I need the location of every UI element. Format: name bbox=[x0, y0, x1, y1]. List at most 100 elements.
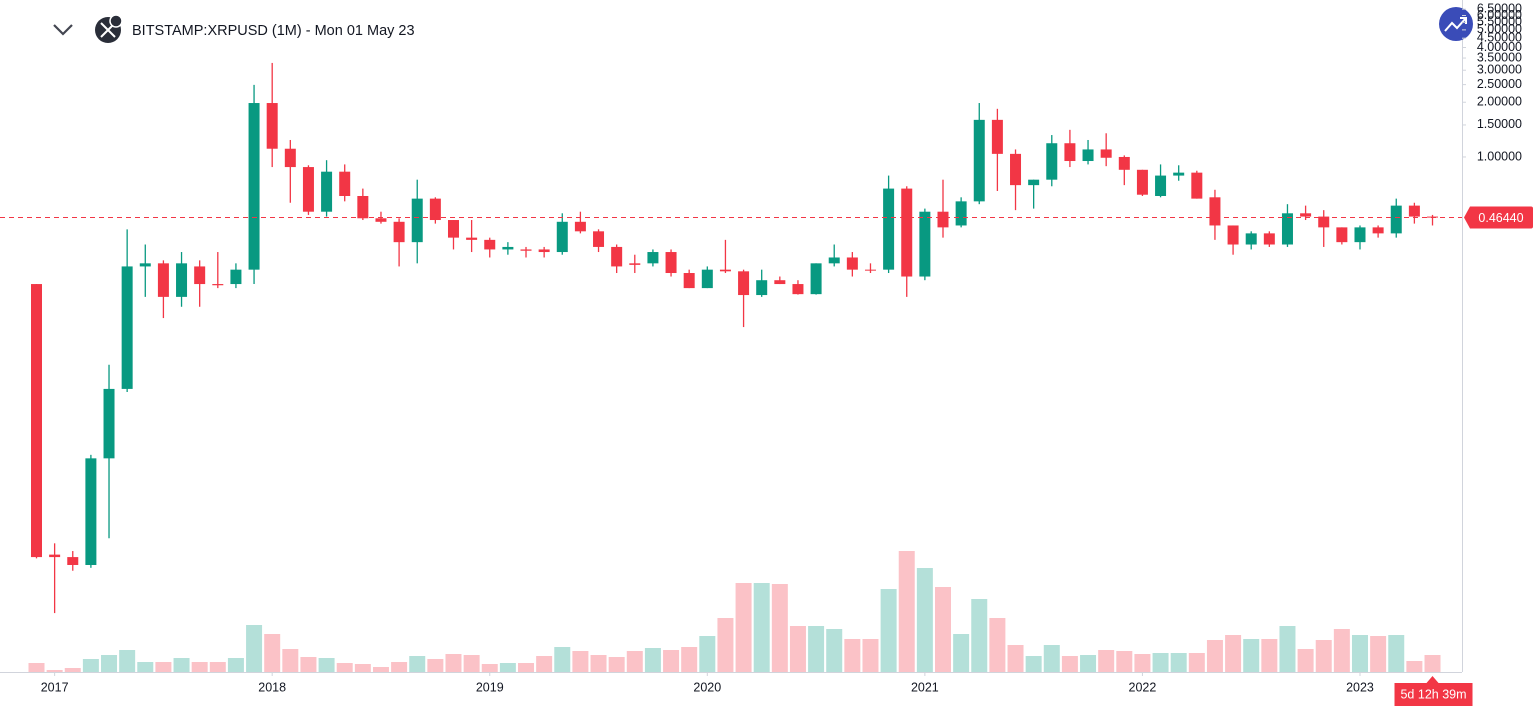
candle-body bbox=[520, 249, 532, 251]
volume-bar bbox=[155, 662, 172, 672]
x-tick-label: 2020 bbox=[693, 680, 721, 694]
volume-bar bbox=[300, 657, 317, 672]
candle-body bbox=[846, 257, 858, 270]
candle-body bbox=[1136, 169, 1148, 195]
candle-body bbox=[1281, 213, 1293, 245]
volume-bar bbox=[1043, 645, 1060, 672]
candle-body bbox=[1155, 175, 1167, 196]
candle-body bbox=[665, 252, 677, 274]
candle-body bbox=[176, 263, 188, 297]
candle-body bbox=[738, 271, 750, 296]
volume-bar bbox=[1351, 635, 1368, 672]
candle-body bbox=[719, 269, 731, 272]
x-tick-label: 2023 bbox=[1346, 680, 1374, 694]
volume-bar bbox=[372, 667, 389, 672]
volume-bar bbox=[427, 659, 444, 672]
candle-body bbox=[502, 246, 514, 250]
volume-bar bbox=[626, 651, 643, 672]
ideas-button[interactable] bbox=[1439, 7, 1473, 41]
candle-body bbox=[357, 195, 369, 219]
candle-body bbox=[574, 221, 586, 232]
candle-body bbox=[701, 269, 713, 289]
countdown-label: 5d 12h 39m bbox=[1400, 687, 1466, 701]
x-tick-label: 2017 bbox=[41, 680, 69, 694]
volume-bar bbox=[64, 668, 81, 672]
volume-bar bbox=[1243, 639, 1260, 672]
candle-body bbox=[1118, 156, 1130, 170]
candle-body bbox=[810, 263, 822, 295]
candle-body bbox=[1191, 172, 1203, 199]
volume-bar bbox=[1370, 636, 1387, 672]
volume-bar bbox=[1261, 639, 1278, 672]
volume-bar bbox=[445, 654, 462, 672]
y-tick-label: 3.50000 bbox=[1477, 50, 1522, 64]
volume-bar bbox=[481, 664, 498, 672]
volume-bar bbox=[1080, 655, 1097, 672]
candle-body bbox=[1010, 153, 1022, 186]
y-tick-label: 5.50000 bbox=[1477, 15, 1522, 29]
candle-body bbox=[466, 237, 478, 240]
candle-body bbox=[31, 284, 42, 558]
volume-bar bbox=[264, 634, 281, 672]
volume-bar bbox=[608, 657, 625, 672]
volume-bar bbox=[1188, 653, 1205, 672]
volume-bar bbox=[554, 647, 571, 672]
candle-body bbox=[1028, 179, 1040, 186]
candle-body bbox=[1173, 172, 1185, 176]
volume-bar bbox=[1406, 661, 1423, 672]
candle-body bbox=[973, 119, 985, 202]
volume-bar bbox=[572, 651, 589, 672]
last-price-tag bbox=[1464, 206, 1533, 229]
candle-body bbox=[393, 221, 405, 243]
y-tick-label: 2.50000 bbox=[1477, 77, 1522, 91]
x-tick-label: 2018 bbox=[258, 680, 286, 694]
candle-body bbox=[611, 246, 623, 267]
countdown-tag bbox=[1394, 676, 1473, 706]
volume-bar bbox=[826, 629, 843, 672]
candle-body bbox=[556, 221, 568, 253]
volume-bar bbox=[971, 599, 988, 672]
volume-bar bbox=[771, 584, 788, 672]
plot-area bbox=[28, 62, 1441, 672]
symbol-logo bbox=[95, 14, 123, 43]
candle-body bbox=[411, 198, 423, 243]
volume-bar bbox=[898, 551, 915, 672]
volume-bar bbox=[699, 636, 716, 672]
volume-bar bbox=[1297, 649, 1314, 672]
volume-bar bbox=[1007, 645, 1024, 672]
candle-body bbox=[67, 557, 79, 565]
candle-body bbox=[1209, 197, 1221, 226]
candle-body bbox=[1100, 149, 1112, 158]
candle-body bbox=[447, 220, 459, 238]
candle-body bbox=[302, 167, 314, 212]
collapse-chevron[interactable] bbox=[53, 24, 73, 36]
candle-body bbox=[774, 280, 786, 285]
volume-bar bbox=[1170, 653, 1187, 672]
volume-bar bbox=[644, 648, 661, 672]
volume-bar bbox=[989, 618, 1006, 672]
candle-body bbox=[1300, 213, 1312, 217]
volume-bar bbox=[1116, 651, 1133, 672]
y-tick-label: 2.00000 bbox=[1477, 95, 1522, 109]
volume-bar bbox=[536, 656, 553, 672]
y-tick-label: 4.00000 bbox=[1477, 40, 1522, 54]
volume-bar bbox=[46, 670, 63, 672]
volume-bar bbox=[1333, 629, 1350, 672]
volume-bar bbox=[1061, 656, 1078, 672]
candle-body bbox=[1046, 143, 1058, 180]
candle-body bbox=[955, 201, 967, 226]
candle-body bbox=[1227, 225, 1239, 245]
volume-bar bbox=[463, 655, 480, 672]
candle-body bbox=[1064, 143, 1076, 162]
volume-bar bbox=[209, 662, 226, 672]
candle-body bbox=[266, 103, 278, 149]
candle-body bbox=[212, 284, 224, 286]
candle-body bbox=[103, 388, 115, 459]
candle-body bbox=[538, 249, 550, 253]
volume-bar bbox=[499, 663, 516, 672]
volume-bar bbox=[409, 656, 426, 672]
candle-body bbox=[683, 273, 695, 289]
volume-bar bbox=[844, 639, 861, 672]
volume-bar bbox=[1134, 654, 1151, 672]
